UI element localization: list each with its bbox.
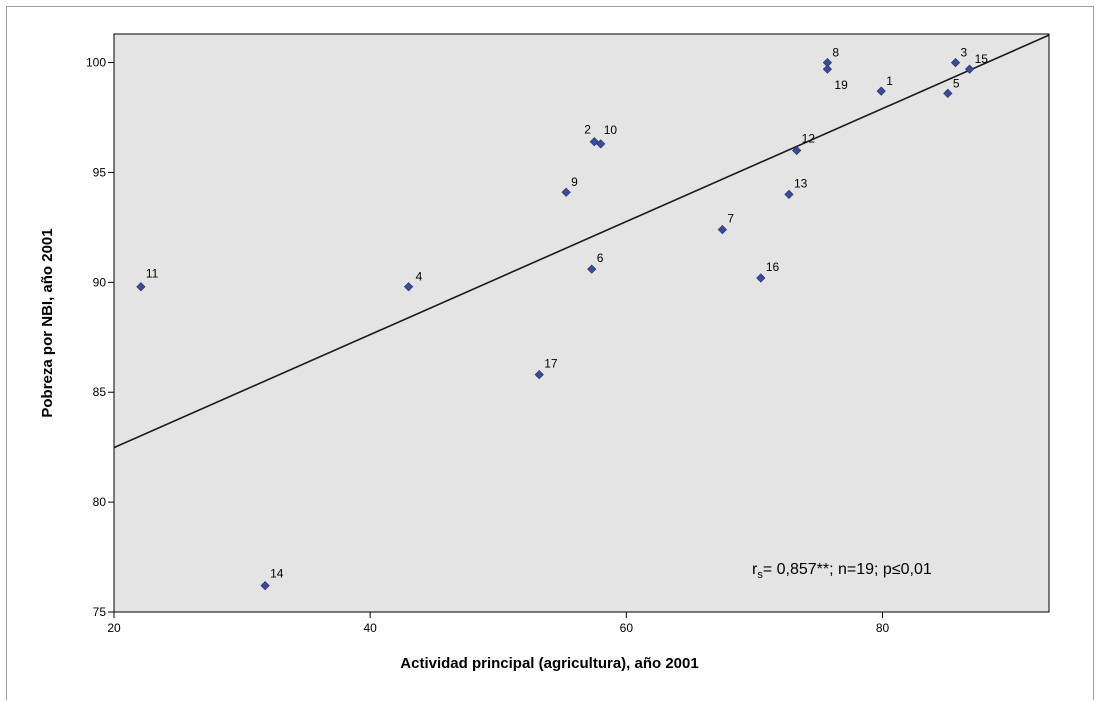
data-point-12 xyxy=(792,145,802,156)
stats-text: = 0,857**; n=19; p≤0,01 xyxy=(763,561,932,578)
y-tick-label-90: 90 xyxy=(93,275,107,289)
stats-prefix: r xyxy=(752,561,758,578)
data-point-15 xyxy=(964,64,975,74)
y-tick-label-95: 95 xyxy=(93,165,107,179)
data-point-17 xyxy=(534,370,544,380)
data-point-14 xyxy=(260,581,270,591)
point-label-12: 12 xyxy=(802,131,816,145)
chart-frame xyxy=(6,6,1094,700)
data-point-5 xyxy=(943,88,953,98)
data-point-3 xyxy=(950,57,961,68)
point-label-14: 14 xyxy=(270,567,284,581)
data-point-19 xyxy=(822,64,833,74)
data-point-13 xyxy=(784,189,794,200)
data-point-4 xyxy=(403,282,414,292)
x-tick-label-80: 80 xyxy=(876,621,890,635)
point-label-1: 1 xyxy=(886,74,893,88)
data-point-16 xyxy=(756,273,766,283)
y-tick-label-75: 75 xyxy=(93,605,107,619)
x-axis-title: Actividad principal (agricultura), año 2… xyxy=(400,655,698,672)
point-label-2: 2 xyxy=(584,123,591,137)
point-label-3: 3 xyxy=(961,46,968,60)
data-point-6 xyxy=(587,264,597,274)
x-tick-label-20: 20 xyxy=(107,621,121,635)
point-label-9: 9 xyxy=(571,175,578,189)
data-point-10 xyxy=(596,139,606,149)
x-tick-label-60: 60 xyxy=(620,621,634,635)
data-point-7 xyxy=(717,224,728,235)
y-tick-label-85: 85 xyxy=(93,385,107,399)
point-label-13: 13 xyxy=(794,176,808,190)
point-label-19: 19 xyxy=(834,78,848,92)
point-label-11: 11 xyxy=(146,267,159,281)
point-label-17: 17 xyxy=(544,357,558,371)
x-tick-label-40: 40 xyxy=(363,621,377,635)
data-point-9 xyxy=(561,187,571,197)
stats-annotation: rs= 0,857**; n=19; p≤0,01 xyxy=(752,561,932,581)
data-point-11 xyxy=(136,282,146,292)
y-tick-label-100: 100 xyxy=(86,56,106,70)
point-label-8: 8 xyxy=(832,46,839,60)
point-label-7: 7 xyxy=(727,212,734,226)
y-axis-title: Pobreza por NBI, año 2001 xyxy=(39,228,56,417)
point-label-16: 16 xyxy=(766,260,780,274)
point-label-5: 5 xyxy=(953,76,960,90)
point-label-15: 15 xyxy=(975,52,989,66)
point-label-6: 6 xyxy=(597,251,604,265)
plot-area xyxy=(113,33,1050,613)
point-label-4: 4 xyxy=(416,270,423,284)
point-label-10: 10 xyxy=(604,123,618,137)
stats-subscript: s xyxy=(757,569,763,581)
fit-line xyxy=(114,34,1049,449)
y-tick-label-80: 80 xyxy=(93,495,107,509)
data-point-1 xyxy=(876,86,886,96)
